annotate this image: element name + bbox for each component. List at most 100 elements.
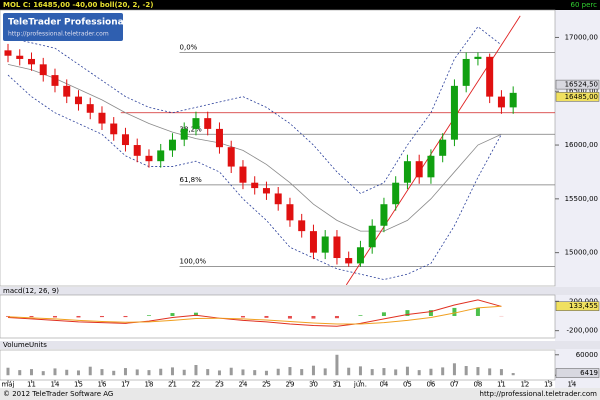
volume-bar <box>394 369 398 376</box>
histogram-bar <box>240 315 245 318</box>
candle-body <box>98 112 106 124</box>
candle-body <box>239 166 247 183</box>
volume-bar <box>441 367 445 376</box>
histogram-bar <box>76 315 81 318</box>
x-tick-label: 18 <box>145 381 154 389</box>
candle-body <box>145 155 153 162</box>
x-tick-label: 11 <box>27 381 36 389</box>
histogram-bar <box>264 315 269 318</box>
histogram-bar <box>29 315 34 318</box>
y-tick-label: 200,000 <box>569 297 598 305</box>
logo: TeleTrader Professional <box>8 18 127 28</box>
volume-bar <box>123 368 127 376</box>
histogram-bar <box>99 315 104 318</box>
volume-bar <box>429 368 433 376</box>
candle-body <box>274 193 282 205</box>
histogram-bar <box>381 312 386 316</box>
histogram-bar <box>193 312 198 316</box>
candle-body <box>298 220 306 232</box>
candle-body <box>215 128 223 148</box>
volume-bar <box>100 369 104 376</box>
plot-area: 0,0% 38,2% 61,8% 100,0% <box>4 15 555 286</box>
bollinger-upper <box>7 26 502 194</box>
x-tick-label: 14 <box>567 381 576 389</box>
volume-bar <box>29 369 33 376</box>
histogram-bar <box>334 315 339 319</box>
volume-bar <box>241 369 245 376</box>
volume-title: VolumeUnits <box>3 341 47 349</box>
candle-body <box>368 225 376 248</box>
y-tick-label: -200,000 <box>567 327 598 335</box>
x-tick-label: máj <box>1 381 14 389</box>
volume-bar <box>347 367 351 376</box>
x-tick-label: 14 <box>51 381 60 389</box>
footer-url[interactable]: http://professional.teletrader.com <box>480 390 598 398</box>
candle-body <box>204 118 212 129</box>
y-tick-label: 16500,00 <box>565 87 598 95</box>
volume-bar <box>358 366 362 376</box>
histogram-bar <box>170 313 175 316</box>
x-tick-label: 25 <box>262 381 271 389</box>
footer-bar <box>0 388 600 400</box>
volume-bar <box>476 367 480 376</box>
volume-panel <box>0 349 556 381</box>
volume-bar <box>300 369 304 376</box>
y-tick-label: 17000,00 <box>565 33 598 41</box>
histogram-bar <box>311 315 316 319</box>
volume-bar <box>370 369 374 376</box>
x-tick-label: 15 <box>74 381 83 389</box>
candle-body <box>321 236 329 253</box>
candle-body <box>63 85 71 97</box>
main-panel <box>0 9 556 287</box>
volume-bar <box>405 366 409 376</box>
volume-header <box>0 341 600 349</box>
x-tick-label: 24 <box>238 381 247 389</box>
y-tick-label: 16000,00 <box>565 141 598 149</box>
candle-body <box>27 58 35 65</box>
candle-body <box>486 56 494 97</box>
volume-bar <box>159 368 163 376</box>
volume-bar <box>382 368 386 376</box>
candle-body <box>86 104 94 113</box>
macd-header <box>0 287 600 295</box>
volume-bar <box>135 369 139 376</box>
volume-bar <box>206 369 210 376</box>
x-tick-label: 04 <box>379 381 388 389</box>
volume-bar <box>311 365 315 376</box>
x-tick-label: 21 <box>168 381 177 389</box>
price-label: 6419 <box>580 369 598 377</box>
x-tick-label: 12 <box>520 381 529 389</box>
x-tick-label: 06 <box>426 381 435 389</box>
candle-body <box>110 123 118 135</box>
y-tick-label: 15000,00 <box>565 249 598 257</box>
fib-label: 38,2% <box>180 125 203 133</box>
x-tick-label: 16 <box>98 381 107 389</box>
histogram-bar <box>475 307 480 316</box>
volume-bar <box>499 369 503 376</box>
interval: 60 perc <box>571 1 598 9</box>
price-box <box>555 301 600 311</box>
macd-line <box>7 299 502 327</box>
volume-bar <box>323 368 327 376</box>
volume-bar <box>288 367 292 376</box>
volume-bar <box>18 370 22 376</box>
logo-url[interactable]: http://professional.teletrader.com <box>8 31 109 38</box>
copyright: © 2012 TeleTrader Software AG <box>3 390 113 398</box>
candle-body <box>133 145 141 156</box>
volume-bar <box>276 368 280 376</box>
candle-body <box>121 134 129 146</box>
candle-body <box>262 188 270 194</box>
x-tick-label: 30 <box>309 381 318 389</box>
candle-body <box>415 161 423 178</box>
volume-bar <box>488 368 492 376</box>
volume-bar <box>76 370 80 376</box>
volume-bar <box>264 370 268 376</box>
volume-bar <box>464 366 468 376</box>
x-tick-label: 13 <box>544 381 553 389</box>
x-tick-label: 31 <box>332 381 341 389</box>
x-tick-label: 08 <box>473 381 482 389</box>
x-tick-label: 05 <box>403 381 412 389</box>
volume-bar <box>194 365 198 376</box>
